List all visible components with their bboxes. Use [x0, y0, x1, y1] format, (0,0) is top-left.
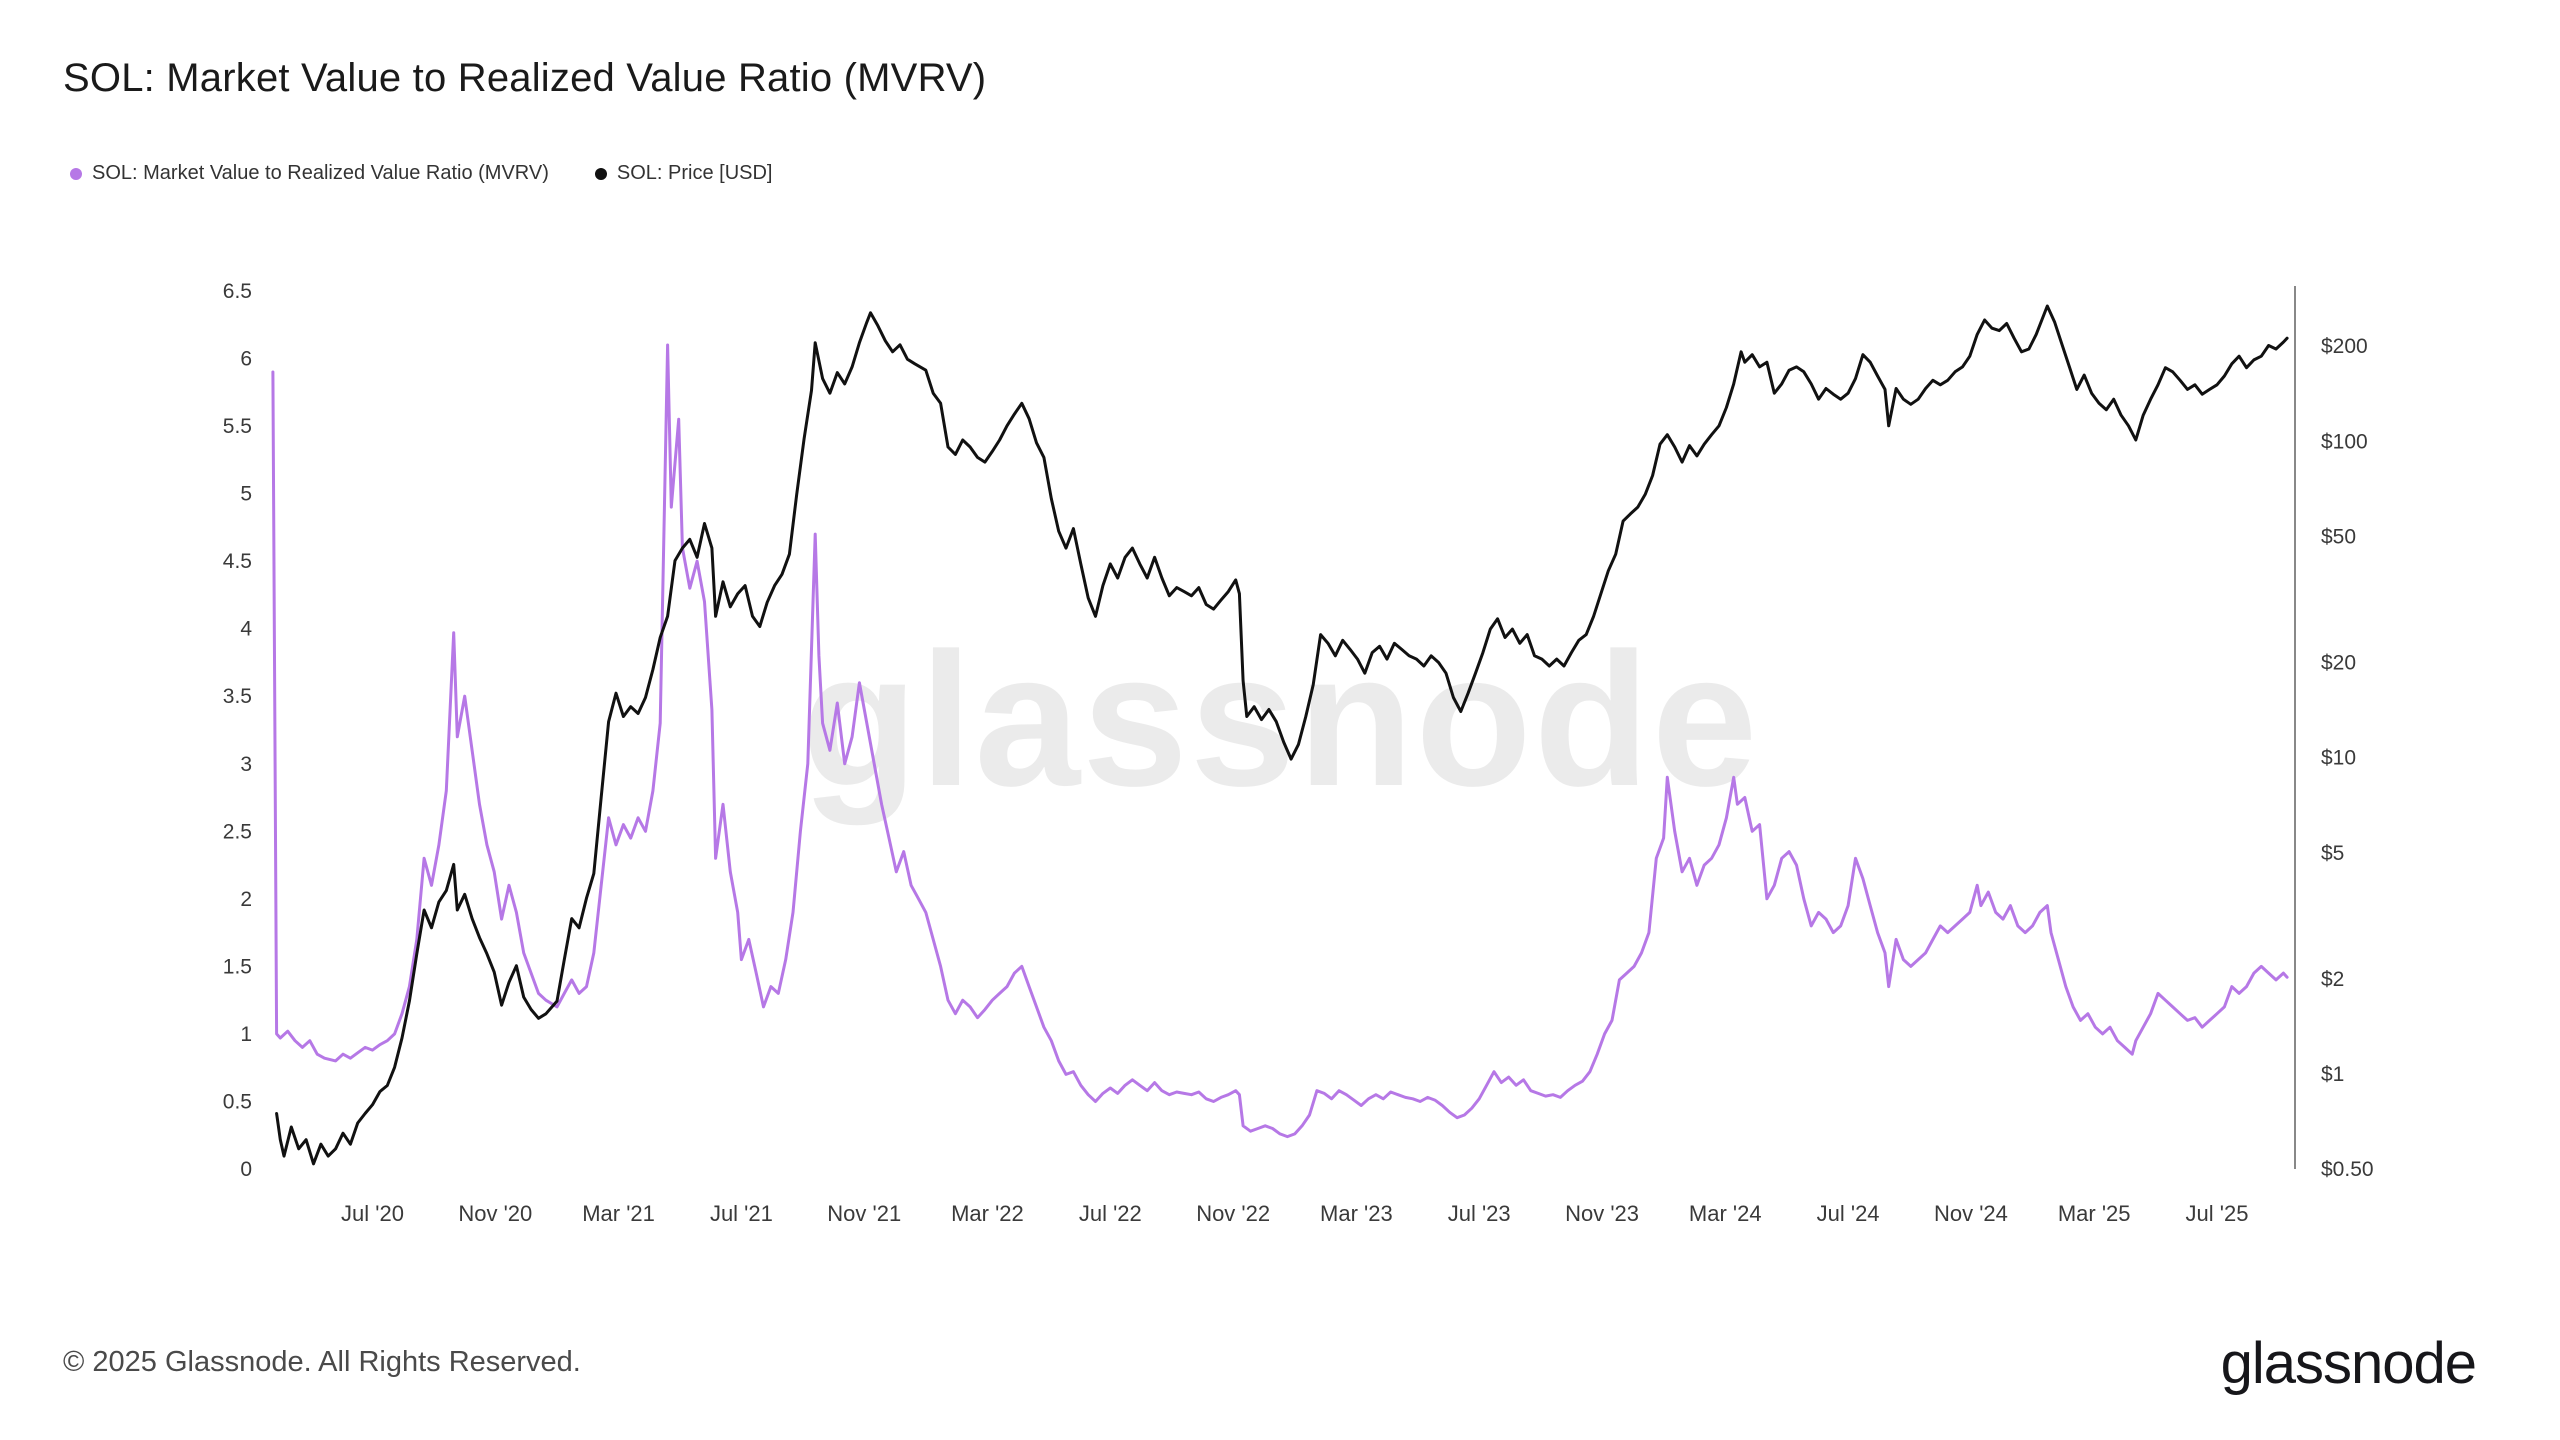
x-axis-tick-label: Nov '21: [827, 1201, 901, 1226]
page-title: SOL: Market Value to Realized Value Rati…: [63, 56, 987, 100]
x-axis-tick-label: Mar '22: [951, 1201, 1024, 1226]
x-axis-tick-label: Nov '20: [458, 1201, 532, 1226]
x-axis-tick-label: Mar '23: [1320, 1201, 1393, 1226]
right-axis-tick-label: $0.50: [2321, 1158, 2374, 1181]
left-axis-tick-label: 6.5: [223, 280, 252, 303]
x-axis-tick-label: Nov '24: [1934, 1201, 2008, 1226]
left-axis-tick-label: 3: [240, 753, 252, 776]
legend-label-mvrv: SOL: Market Value to Realized Value Rati…: [92, 162, 549, 184]
price-series-dot-icon: [594, 167, 607, 180]
mvrv-series-dot-icon: [70, 167, 82, 180]
copyright-text: © 2025 Glassnode. All Rights Reserved.: [63, 1346, 581, 1378]
left-axis-tick-label: 3.5: [223, 685, 252, 708]
legend: SOL: Market Value to Realized Value Rati…: [70, 162, 772, 185]
left-axis-tick-label: 2.5: [223, 820, 252, 843]
legend-item-mvrv[interactable]: SOL: Market Value to Realized Value Rati…: [70, 162, 549, 185]
x-axis-tick-label: Mar '24: [1689, 1201, 1762, 1226]
glassnode-logo: glassnode: [2220, 1331, 2477, 1396]
left-axis-tick-label: 1: [240, 1023, 252, 1046]
left-axis-tick-label: 5.5: [223, 415, 252, 438]
x-axis-tick-label: Jul '21: [710, 1201, 773, 1226]
right-axis-tick-label: $5: [2321, 842, 2344, 865]
x-axis-tick-label: Nov '22: [1196, 1201, 1270, 1226]
x-axis-tick-label: Jul '20: [341, 1201, 404, 1226]
watermark: glassnode: [802, 614, 1760, 826]
x-axis-tick-label: Jul '24: [1817, 1201, 1880, 1226]
x-axis-tick-label: Nov '23: [1565, 1201, 1639, 1226]
right-axis-tick-label: $10: [2321, 747, 2356, 770]
right-axis-tick-label: $200: [2321, 335, 2368, 358]
left-axis-tick-label: 0.5: [223, 1090, 252, 1113]
right-axis-tick-label: $100: [2321, 430, 2368, 453]
left-axis-tick-label: 6: [240, 348, 252, 371]
mvrv-line: [271, 343, 2289, 1139]
x-axis-tick-label: Mar '21: [582, 1201, 655, 1226]
left-axis-tick-label: 4: [240, 618, 252, 641]
left-axis-tick-label: 4.5: [223, 550, 252, 573]
right-axis-tick-label: $20: [2321, 652, 2356, 675]
right-axis-tick-label: $50: [2321, 526, 2356, 549]
price-line: [275, 304, 2289, 1166]
right-axis-tick-label: $1: [2321, 1063, 2344, 1086]
left-axis-tick-label: 5: [240, 483, 252, 506]
left-axis-tick-label: 0: [240, 1158, 252, 1181]
left-axis-tick-label: 1.5: [223, 955, 252, 978]
left-axis-tick-label: 2: [240, 888, 252, 911]
x-axis-tick-label: Jul '23: [1448, 1201, 1511, 1226]
x-axis-tick-label: Mar '25: [2058, 1201, 2131, 1226]
x-axis-tick-label: Jul '22: [1079, 1201, 1142, 1226]
x-axis-tick-label: Jul '25: [2186, 1201, 2249, 1226]
legend-item-price[interactable]: SOL: Price [USD]: [594, 162, 773, 185]
right-axis-tick-label: $2: [2321, 968, 2344, 991]
legend-label-price: SOL: Price [USD]: [616, 162, 773, 184]
